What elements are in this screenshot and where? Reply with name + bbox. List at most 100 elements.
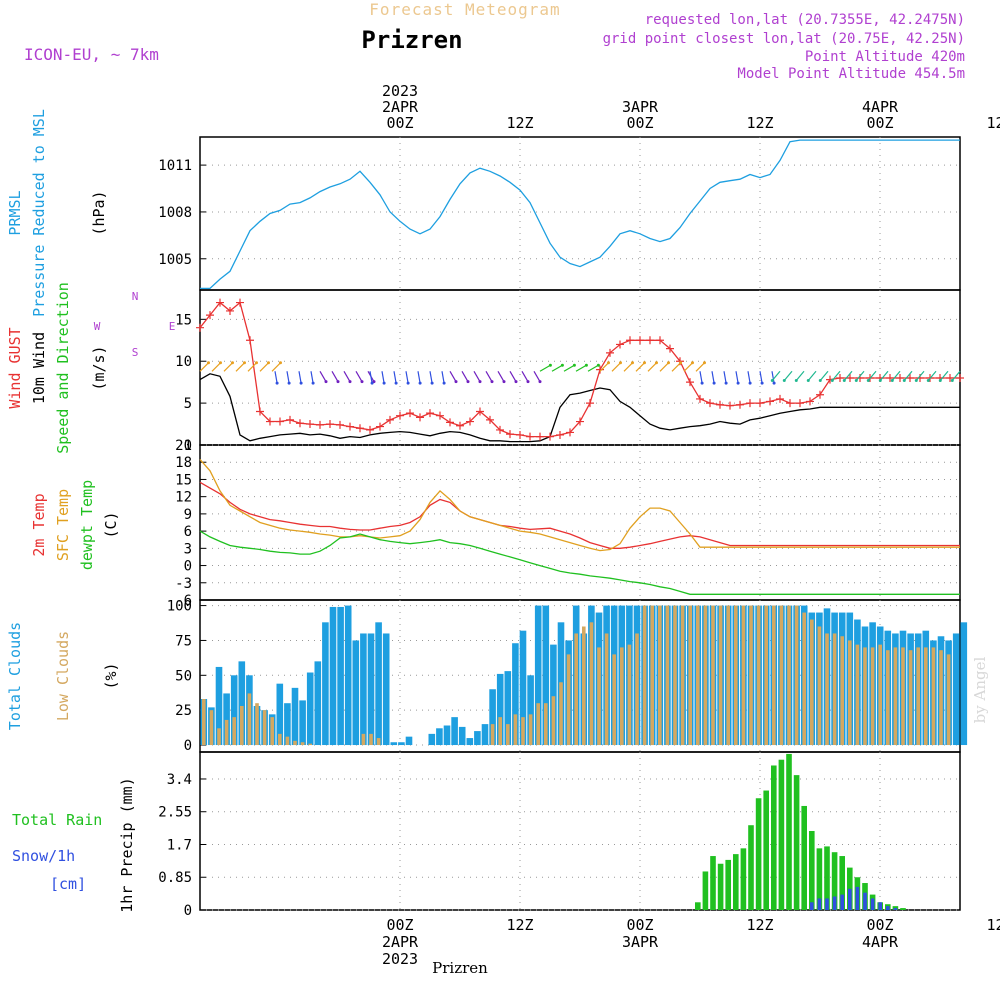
cloud-low-bar: [620, 647, 624, 746]
cloud-low-bar: [886, 650, 890, 746]
wind-arrow: [951, 370, 961, 381]
wind-arrow-head: [311, 381, 315, 385]
gust-marker: [716, 400, 724, 409]
wind-arrow-head: [618, 361, 622, 365]
wind-arrow-head: [336, 380, 340, 384]
wind-arrow: [355, 370, 363, 382]
gust-marker: [906, 373, 914, 382]
cloud-low-bar: [734, 605, 738, 746]
time-axis-bottom: 00Z2APR202312Z00Z3APR12Z00Z4APR12Z: [382, 916, 1000, 968]
wind-tick-label: 5: [184, 396, 192, 412]
wind-arrow-head: [278, 361, 282, 365]
gust-marker: [296, 419, 304, 428]
wind-arrow: [623, 362, 633, 372]
rain-bar: [816, 848, 823, 910]
wind-arrow: [539, 364, 551, 372]
wind-arrow: [807, 370, 817, 381]
wind-arrow-head: [230, 361, 234, 365]
wind-arrow-head: [382, 381, 386, 385]
cloud-total-bar: [527, 675, 534, 746]
wind-arrow-head: [548, 363, 552, 367]
cloud-low-bar: [202, 699, 206, 746]
clouds-tick-label: 50: [175, 668, 192, 684]
wind-arrow: [843, 370, 853, 381]
cloud-total-bar: [952, 633, 960, 746]
top-time-label: 2APR: [382, 98, 419, 116]
wind-arrow-head: [630, 361, 634, 365]
wind-arrow: [611, 362, 621, 372]
wind-arrow: [247, 362, 257, 372]
wind-arrow-head: [842, 378, 846, 382]
rain-bar: [748, 825, 754, 910]
cloud-total-bar: [276, 683, 284, 746]
wind-arrow-head: [360, 380, 364, 384]
cloud-low-bar: [650, 605, 654, 746]
wind-arrow: [509, 370, 517, 382]
rain-bar: [771, 765, 777, 910]
gust-marker: [246, 336, 254, 345]
gust-marker: [316, 420, 324, 429]
wind-arrow: [831, 370, 841, 381]
wind-tick-label: 10: [175, 354, 192, 370]
wind-arrow-head: [938, 378, 942, 382]
wind-arrow-head: [430, 381, 434, 385]
cloud-total-bar: [284, 703, 291, 746]
wind-arrow-head: [794, 378, 798, 382]
cloud-low-bar: [863, 647, 867, 746]
cloud-total-bar: [443, 725, 451, 746]
watermark: by Angel: [971, 656, 989, 723]
cloud-low-bar: [696, 605, 700, 746]
cloud-low-label: Low Clouds: [54, 631, 72, 721]
top-time-label: 4APR: [862, 98, 899, 116]
cloud-low-bar: [893, 647, 898, 746]
gust-marker: [236, 298, 244, 307]
cloud-total-bar: [291, 687, 299, 746]
wind-arrow-head: [890, 378, 894, 382]
clouds-tick-label: 25: [175, 703, 192, 719]
wind-arrow: [429, 371, 433, 384]
wind-arrow: [223, 362, 233, 372]
snow-bar: [893, 908, 898, 910]
cloud-total-bar: [458, 726, 466, 746]
gust-marker: [946, 373, 954, 382]
cloud-low-bar: [278, 733, 282, 746]
wind-arrow-head: [394, 381, 398, 385]
cloud-low-bar: [544, 703, 548, 746]
cloud-low-bar: [848, 640, 852, 746]
wind-arrow-head: [370, 381, 374, 385]
cloud-unit: (%): [102, 662, 120, 689]
gust-marker: [746, 399, 754, 408]
temperature-tick-label: -3: [175, 576, 192, 592]
wind-arrow: [461, 370, 469, 382]
gust-marker: [666, 344, 674, 353]
rain-bar: [824, 846, 830, 910]
cloud-low-bar: [232, 717, 236, 746]
cloud-low-bar: [855, 644, 860, 746]
bottom-time-label: 2APR: [382, 933, 419, 951]
wind-arrow: [759, 371, 763, 384]
gust-marker: [426, 409, 434, 418]
wind-gust-label: Wind GUST: [6, 327, 24, 408]
pressure-label-2: Pressure Reduced to MSL: [30, 109, 48, 317]
gust-marker: [646, 336, 654, 345]
wind-arrow: [393, 371, 397, 384]
temperature-tick-label: 15: [175, 472, 192, 488]
cloud-low-bar: [506, 724, 510, 746]
wind-arrow-head: [478, 380, 482, 384]
precip-snow-label: Snow/1h: [12, 847, 75, 865]
gust-marker: [606, 348, 614, 357]
grid-coords: grid point closest lon,lat (20.75E, 42.2…: [603, 31, 965, 47]
wind-arrow-head: [806, 378, 810, 382]
gust-marker: [486, 415, 494, 424]
wind-arrow-head: [702, 361, 706, 365]
wind-arrow: [867, 370, 877, 381]
wind-arrow: [310, 371, 314, 384]
rain-bar: [793, 775, 800, 910]
wind-arrow-head: [299, 381, 303, 385]
wind-arrow: [771, 371, 775, 384]
cloud-low-bar: [498, 717, 502, 746]
cloud-low-bar: [361, 733, 366, 746]
gust-marker: [756, 399, 764, 408]
temp-dew-label: dewpt Temp: [78, 480, 96, 570]
wind-arrow: [723, 371, 727, 384]
